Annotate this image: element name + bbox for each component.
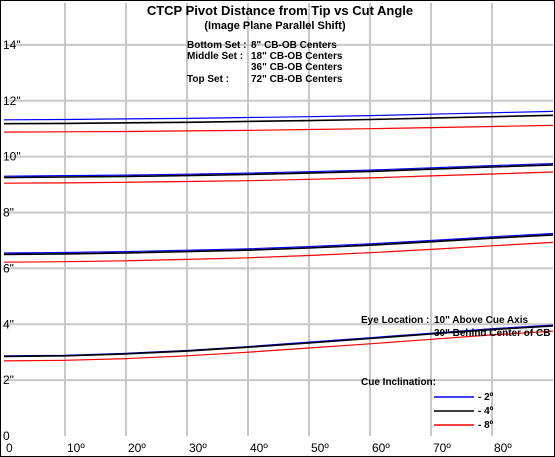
- chart-subtitle: (Image Plane Parallel Shift): [204, 20, 346, 32]
- series-line-set3-2: [3, 164, 554, 179]
- set-value-middle: 18" CB-OB Centers: [251, 51, 343, 62]
- y-tick-label: 14": [3, 38, 21, 52]
- y-tick-label: 8": [3, 206, 14, 220]
- series-line-set2-1: [3, 232, 554, 254]
- legend-label-8deg: - 8º: [478, 420, 494, 431]
- series-line-set3-3: [3, 171, 554, 184]
- series-line-set4-3: [3, 124, 554, 133]
- x-tick-label: 40º: [250, 441, 268, 455]
- x-tick-label: 80º: [494, 441, 512, 455]
- eye-location: Eye Location : 10" Above Cue Axis 30" Be…: [361, 315, 550, 339]
- eye-location-line-2: 30" Behind Center of CB: [434, 328, 550, 339]
- x-tick-label: 70º: [433, 441, 451, 455]
- sets-info: Bottom Set : 8" CB-OB Centers Middle Set…: [187, 40, 343, 85]
- chart-title: CTCP Pivot Distance from Tip vs Cut Angl…: [147, 3, 413, 18]
- set-label-top: Top Set :: [187, 74, 229, 85]
- y-tick-label: 12": [3, 94, 21, 108]
- x-tick-label: 20º: [128, 441, 146, 455]
- x-tick-label: 10º: [67, 441, 85, 455]
- series-line-set2-2: [3, 234, 554, 256]
- grid: [4, 3, 553, 436]
- eye-location-label: Eye Location :: [361, 315, 429, 326]
- set-value-bottom: 8" CB-OB Centers: [251, 40, 337, 51]
- series-line-set1-3: [3, 330, 554, 362]
- eye-location-line-1: 10" Above Cue Axis: [434, 315, 528, 326]
- legend-title: Cue Inclination:: [361, 377, 436, 388]
- series-line-set1-2: [3, 325, 554, 358]
- set-label-middle: Middle Set :: [187, 51, 243, 62]
- y-tick-label: 6": [3, 261, 14, 275]
- series-line-set3-1: [3, 163, 554, 177]
- y-tick-label: 2": [3, 373, 14, 387]
- set-label-bottom: Bottom Set :: [187, 40, 246, 51]
- legend-label-4deg: - 4º: [478, 406, 494, 417]
- series-line-set2-3: [3, 241, 554, 263]
- y-tick-label: 10": [3, 150, 21, 164]
- axis-ticks: 0 10º 20º 30º 40º 50º 60º 70º 80º 0 2" 4" 6" 8" 10" 12"…: [3, 38, 512, 455]
- x-tick-label: 0: [6, 441, 13, 455]
- series-line-set4-1: [3, 110, 554, 121]
- y-tick-label: 4": [3, 317, 14, 331]
- set-value-top: 72" CB-OB Centers: [251, 74, 343, 85]
- y-tick-label: 0: [3, 429, 10, 443]
- legend: Cue Inclination: - 2º - 4º - 8º: [361, 377, 494, 431]
- x-tick-label: 30º: [189, 441, 207, 455]
- legend-label-2deg: - 2º: [478, 392, 494, 403]
- x-tick-label: 50º: [311, 441, 329, 455]
- series-group: [3, 110, 554, 362]
- set-value-middle2: 36" CB-OB Centers: [251, 62, 343, 73]
- series-line-set4-2: [3, 114, 554, 125]
- x-tick-label: 60º: [372, 441, 390, 455]
